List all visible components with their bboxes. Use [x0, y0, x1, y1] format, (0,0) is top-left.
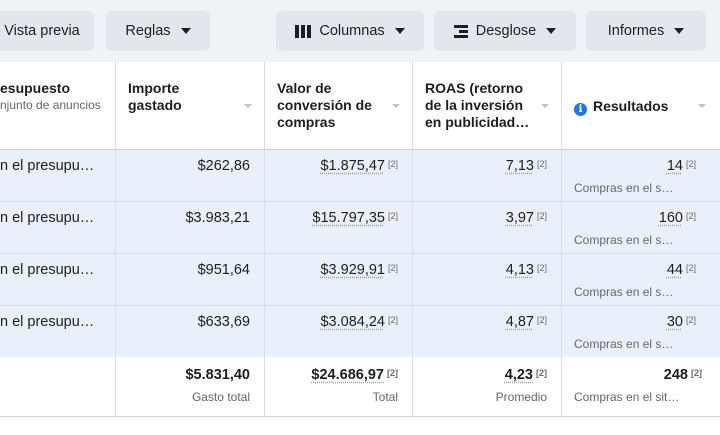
conversion-value-cell[interactable]: $15.797,35 [2] — [312, 210, 398, 226]
budget-cell: n el presupu… — [0, 210, 95, 226]
spent-cell: $262,86 — [197, 158, 250, 174]
totals-row: $5.831,40 Gasto total $24.686,97 [2] Tota… — [0, 357, 720, 417]
reports-label: Informes — [607, 23, 665, 39]
column-header-budget[interactable]: esupuesto njunto de anuncios — [0, 62, 116, 150]
roas-cell[interactable]: 7,13 [2] — [505, 158, 547, 174]
results-sub: Compras en el s… — [574, 181, 674, 195]
header-budget-sub: njunto de anuncios — [0, 98, 101, 112]
column-header-roas[interactable]: ROAS (retorno de la inversión en publici… — [413, 62, 562, 150]
results-sub: Compras en el s… — [574, 337, 674, 351]
sort-icon[interactable] — [392, 104, 400, 108]
header-roas-label: ROAS (retorno de la inversión en publici… — [425, 80, 530, 130]
total-conversion-label: Total — [372, 390, 398, 404]
table-row[interactable]: n el presupu… $262,86 $1.875,47 [2] 7,13[… — [0, 150, 720, 202]
roas-cell[interactable]: 4,13 [2] — [505, 262, 547, 278]
total-spent: $5.831,40 — [185, 367, 250, 383]
sort-icon[interactable] — [541, 104, 549, 108]
toolbar: Vista previa Reglas Columnas Desglose In… — [0, 0, 720, 62]
budget-cell: n el presupu… — [0, 262, 95, 278]
preview-button[interactable]: Vista previa — [0, 11, 94, 51]
column-header-results[interactable]: i Resultados — [562, 62, 720, 150]
total-results: 248 [2] — [663, 367, 702, 383]
table-row[interactable]: n el presupu… $3.983,21 $15.797,35 [2] 3,… — [0, 202, 720, 254]
roas-cell[interactable]: 3,97 [2] — [505, 210, 547, 226]
budget-cell: n el presupu… — [0, 314, 95, 330]
roas-cell[interactable]: 4,87 [2] — [505, 314, 547, 330]
caret-down-icon — [394, 28, 405, 34]
results-sub: Compras en el s… — [574, 285, 674, 299]
breakdown-label: Desglose — [475, 23, 537, 39]
budget-cell: n el presupu… — [0, 158, 95, 174]
caret-down-icon — [180, 28, 191, 34]
spent-cell: $951,64 — [197, 262, 250, 278]
header-spent-label: Importe gastado — [128, 80, 182, 113]
table-row[interactable]: n el presupu… $633,69 $3.084,24 [2] 4,87[… — [0, 306, 720, 358]
results-cell[interactable]: 30 [2] — [666, 314, 696, 330]
spent-cell: $633,69 — [197, 314, 250, 330]
preview-label: Vista previa — [4, 23, 80, 39]
table-row[interactable]: n el presupu… $951,64 $3.929,91 [2] 4,13[… — [0, 254, 720, 306]
spent-cell: $3.983,21 — [185, 210, 250, 226]
total-roas-label: Promedio — [495, 390, 547, 404]
total-roas[interactable]: 4,23 [2] — [504, 367, 547, 383]
sort-icon[interactable] — [698, 104, 706, 108]
caret-down-icon — [546, 28, 557, 34]
results-cell[interactable]: 44 [2] — [666, 262, 696, 278]
columns-button[interactable]: Columnas — [276, 11, 424, 51]
rules-label: Reglas — [125, 23, 171, 39]
info-icon[interactable]: i — [574, 103, 587, 116]
column-header-conversion-value[interactable]: Valor de conversión de compras — [265, 62, 413, 150]
conversion-value-cell[interactable]: $3.084,24 [2] — [320, 314, 398, 330]
header-conversion-label: Valor de conversión de compras — [277, 80, 372, 130]
total-results-label: Compras en el sit… — [574, 390, 680, 404]
header-results-label: Resultados — [593, 98, 669, 114]
rules-button[interactable]: Reglas — [106, 11, 210, 51]
total-conversion-value[interactable]: $24.686,97 [2] — [311, 367, 398, 383]
conversion-value-cell[interactable]: $1.875,47 [2] — [320, 158, 398, 174]
results-sub: Compras en el s… — [574, 233, 674, 247]
column-header-spent[interactable]: Importe gastado — [116, 62, 265, 150]
reports-button[interactable]: Informes — [586, 11, 706, 51]
columns-label: Columnas — [319, 23, 385, 39]
breakdown-icon — [453, 24, 468, 38]
caret-down-icon — [674, 28, 685, 34]
header-budget-label: esupuesto — [0, 80, 71, 96]
columns-icon — [295, 24, 312, 38]
conversion-value-cell[interactable]: $3.929,91 [2] — [320, 262, 398, 278]
results-cell[interactable]: 14 [2] — [666, 158, 696, 174]
results-cell[interactable]: 160 [2] — [658, 210, 696, 226]
ads-table: esupuesto njunto de anuncios Importe gas… — [0, 62, 720, 435]
total-spent-label: Gasto total — [191, 390, 250, 404]
breakdown-button[interactable]: Desglose — [434, 11, 576, 51]
sort-icon[interactable] — [244, 104, 252, 108]
